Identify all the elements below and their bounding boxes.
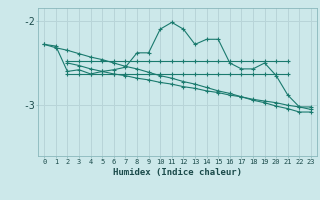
X-axis label: Humidex (Indice chaleur): Humidex (Indice chaleur) — [113, 168, 242, 177]
